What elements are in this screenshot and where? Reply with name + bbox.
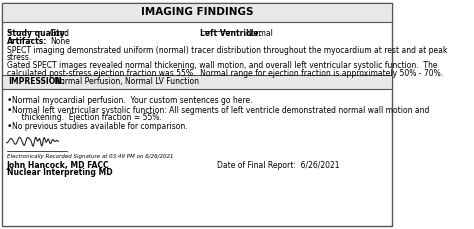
Text: IMAGING FINDINGS: IMAGING FINDINGS bbox=[141, 7, 254, 17]
Text: Good: Good bbox=[50, 29, 70, 38]
Text: thickening.  Ejection fraction = 55%.: thickening. Ejection fraction = 55%. bbox=[12, 113, 162, 122]
Text: John Hancock, MD FACC: John Hancock, MD FACC bbox=[7, 161, 109, 170]
Text: •: • bbox=[7, 106, 12, 115]
Text: No previous studies available for comparison.: No previous studies available for compar… bbox=[12, 122, 187, 131]
FancyBboxPatch shape bbox=[2, 75, 392, 89]
Text: •: • bbox=[7, 96, 12, 105]
Text: Normal left ventricular systolic function: All segments of left ventricle demons: Normal left ventricular systolic functio… bbox=[12, 106, 429, 115]
Text: calculated post-stress ejection fraction was 55%.  Normal range for ejection fra: calculated post-stress ejection fraction… bbox=[7, 68, 443, 77]
Text: IMPRESSION:: IMPRESSION: bbox=[9, 77, 65, 86]
Text: •: • bbox=[7, 122, 12, 131]
FancyBboxPatch shape bbox=[2, 3, 392, 22]
Text: Date of Final Report:  6/26/2021: Date of Final Report: 6/26/2021 bbox=[217, 161, 339, 170]
FancyBboxPatch shape bbox=[2, 3, 392, 226]
Text: SPECT imaging demonstrated uniform (normal) tracer distribution throughout the m: SPECT imaging demonstrated uniform (norm… bbox=[7, 46, 447, 55]
Text: Left Ventricle:: Left Ventricle: bbox=[200, 29, 262, 38]
Text: Electronically Recorded Signature at 03:49 PM on 6/26/2021: Electronically Recorded Signature at 03:… bbox=[7, 154, 173, 159]
Text: Normal Perfusion, Normal LV Function: Normal Perfusion, Normal LV Function bbox=[53, 77, 200, 86]
Text: stress.: stress. bbox=[7, 54, 32, 63]
Text: Normal myocardial perfusion.  Your custom sentences go here.: Normal myocardial perfusion. Your custom… bbox=[12, 96, 252, 105]
Text: Study quality:: Study quality: bbox=[7, 29, 67, 38]
Text: Nuclear Interpreting MD: Nuclear Interpreting MD bbox=[7, 168, 112, 177]
Text: Normal: Normal bbox=[246, 29, 273, 38]
Text: None: None bbox=[50, 37, 70, 46]
Text: Artifacts:: Artifacts: bbox=[7, 37, 47, 46]
Text: Gated SPECT images revealed normal thickening, wall motion, and overall left ven: Gated SPECT images revealed normal thick… bbox=[7, 61, 437, 70]
